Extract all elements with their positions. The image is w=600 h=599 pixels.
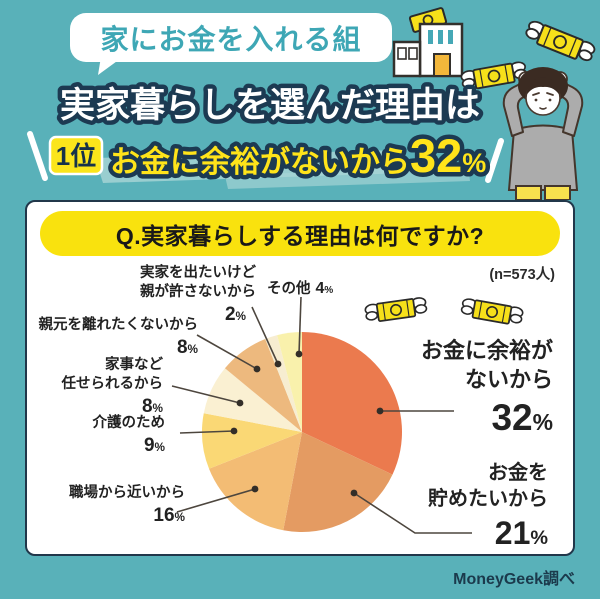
pie-label-near-work: 職場から近いから 16% bbox=[69, 485, 185, 527]
pie-slice-8 bbox=[277, 332, 302, 432]
pie-slice-4 bbox=[201, 413, 302, 469]
pie-label-money-no-room: お金に余裕が ないから 32% bbox=[420, 338, 553, 439]
leader-lines bbox=[171, 296, 472, 534]
pie-label-not-allowed: 実家を出たいけど 親が許さないから 2% bbox=[140, 265, 256, 326]
pie-slice-5 bbox=[203, 368, 302, 432]
sample-size-note: (n=573人) bbox=[489, 267, 555, 283]
pie-label-stay-parents: 親元を離れたくないから 8% bbox=[38, 317, 199, 359]
question-banner: Q.実家暮らしする理由は何ですか? bbox=[40, 211, 560, 256]
title-line1: 実家暮らしを選んだ理由は bbox=[60, 86, 480, 125]
pie-label-housework: 家事など 任せられるから 8% bbox=[61, 357, 164, 418]
slash-left bbox=[27, 131, 48, 181]
winged-money-icon bbox=[459, 297, 525, 327]
header-badge-bubble: 家にお金を入れる組 bbox=[70, 13, 392, 62]
header-graphics: 実家暮らしを選んだ理由は 1位 お金に余裕がないから32% bbox=[27, 7, 598, 200]
slash-right bbox=[485, 138, 504, 183]
leader-dots bbox=[230, 350, 384, 497]
rank-badge-label: 1位 bbox=[56, 141, 96, 171]
pie-label-other: その他 4% bbox=[267, 280, 334, 297]
title-line2: お金に余裕がないから32% bbox=[110, 129, 486, 182]
rank-badge: 1位 bbox=[48, 135, 104, 176]
pie-slice-3 bbox=[209, 432, 302, 531]
brush-underline bbox=[95, 150, 470, 189]
pie-slice-2 bbox=[283, 432, 393, 533]
winged-money-icon bbox=[522, 18, 598, 66]
pie-chart bbox=[171, 296, 525, 534]
pie-slice-7 bbox=[265, 335, 302, 432]
chart-card: Q.実家暮らしする理由は何ですか? (n=573人) 実家を出たいけど bbox=[25, 200, 575, 556]
source-credit: MoneyGeek調べ bbox=[453, 571, 575, 588]
winged-money-icon bbox=[363, 296, 429, 324]
pie-slice-1 bbox=[302, 332, 402, 475]
pie-label-caregiving: 介護のため 9% bbox=[92, 415, 166, 457]
pie-label-save-money: お金を 貯めたいから 21% bbox=[428, 462, 548, 551]
house-money-icon bbox=[392, 7, 464, 78]
worried-person-icon bbox=[502, 67, 584, 200]
header-badge-label: 家にお金を入れる組 bbox=[100, 23, 362, 55]
question-text: Q.実家暮らしする理由は何ですか? bbox=[115, 222, 485, 249]
